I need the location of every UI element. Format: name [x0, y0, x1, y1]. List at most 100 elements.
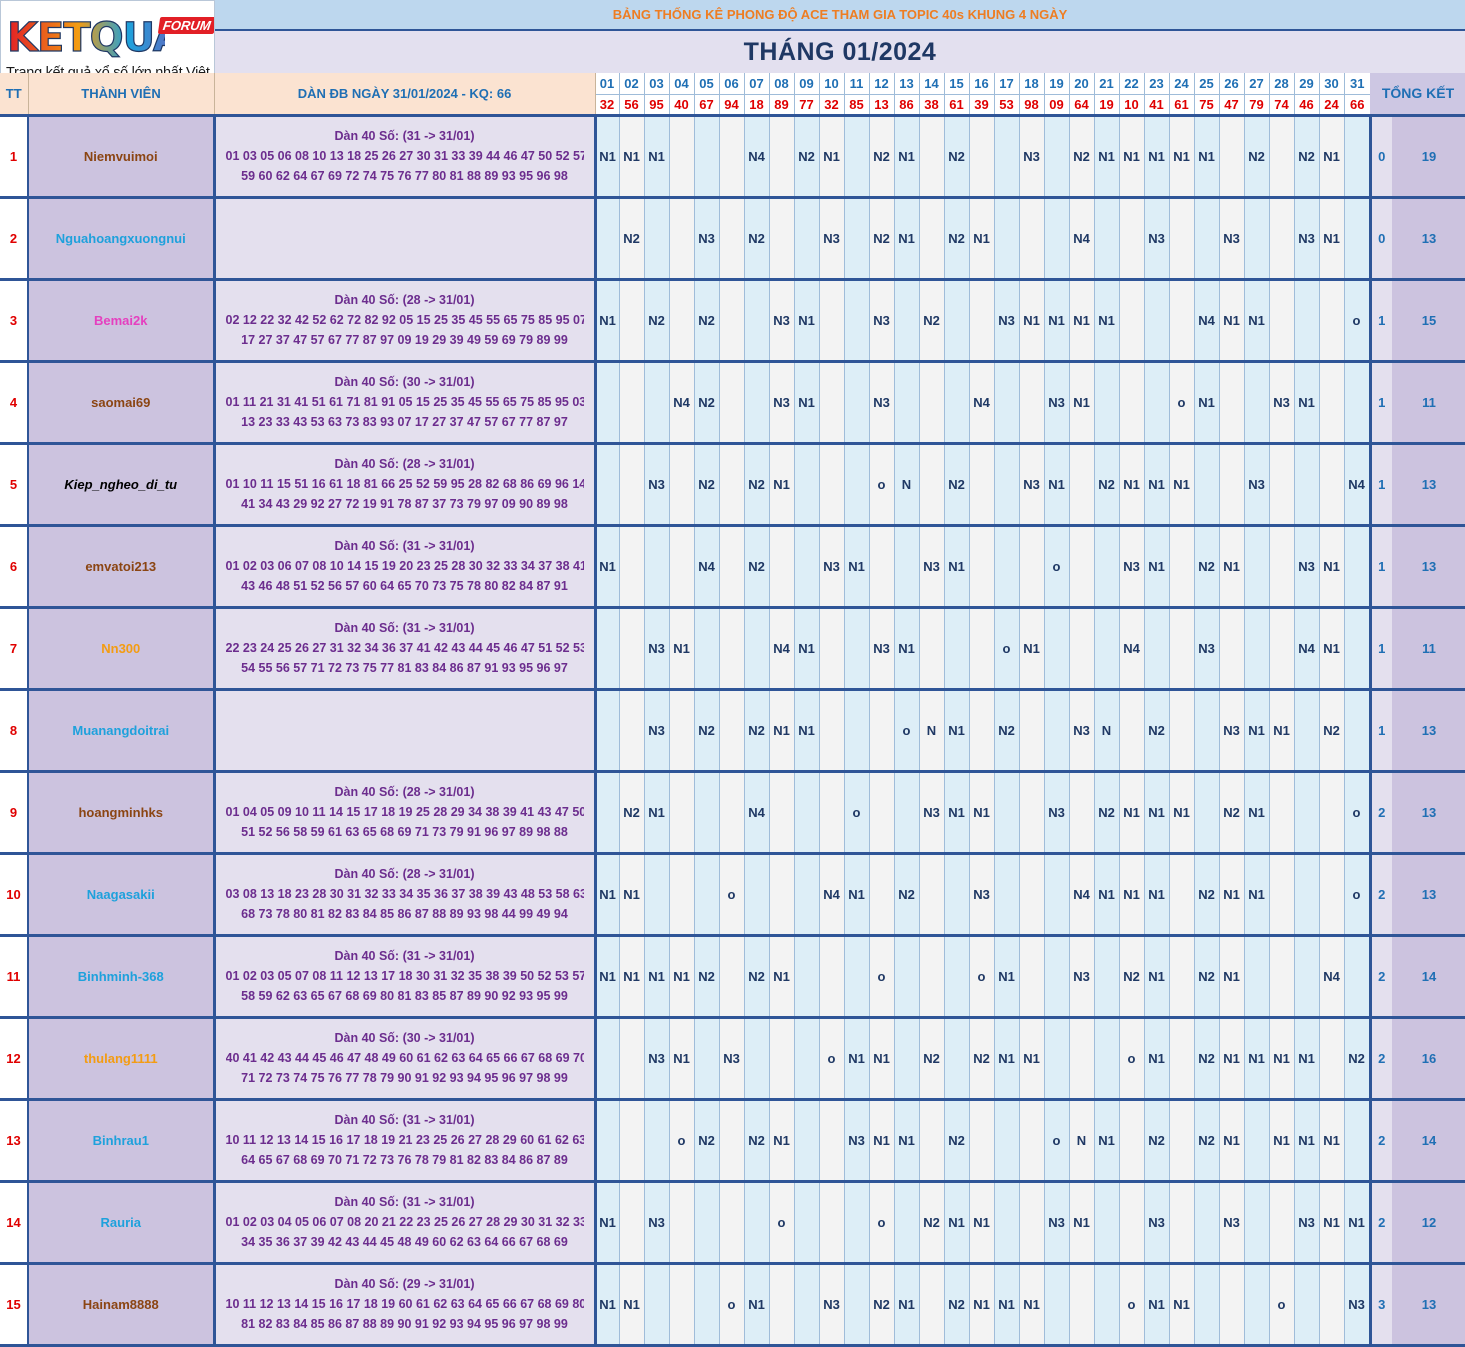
day-result: 32 [818, 94, 844, 115]
row-count: 1 [1368, 361, 1392, 445]
member-name[interactable]: Nn300 [27, 607, 216, 691]
day-cell: N2 [868, 1263, 894, 1347]
day-result: 67 [693, 94, 719, 115]
day-cell: N1 [818, 115, 844, 199]
day-cell [693, 853, 719, 937]
day-cell: N [1068, 1099, 1094, 1183]
day-cell: N1 [1093, 853, 1119, 937]
day-cell [693, 115, 719, 199]
day-cell [693, 607, 719, 691]
day-cell [594, 1017, 619, 1101]
dan-numbers-line2: 68 73 78 80 81 82 83 84 85 86 87 88 89 9… [241, 907, 568, 921]
day-header: 22 [1118, 73, 1144, 95]
dan-numbers-line1: 01 02 03 06 07 08 10 14 15 19 20 23 25 2… [225, 559, 584, 573]
day-cell [1068, 1017, 1094, 1101]
day-cell: N3 [1293, 1181, 1319, 1265]
member-name[interactable]: Naagasakii [27, 853, 216, 937]
day-cell: N2 [1243, 115, 1269, 199]
row-number: 3 [0, 279, 29, 363]
member-row: 12 thulang1111 Dàn 40 Số: (30 -> 31/01) 40 … [0, 1017, 1465, 1101]
row-count: 3 [1368, 1263, 1392, 1347]
row-count: 2 [1368, 1099, 1392, 1183]
day-cell [668, 279, 694, 363]
day-cell [1293, 935, 1319, 1019]
day-cell [1118, 1099, 1144, 1183]
day-cell: N2 [1293, 115, 1319, 199]
member-name[interactable]: saomai69 [27, 361, 216, 445]
member-name[interactable]: Binhminh-368 [27, 935, 216, 1019]
day-header: 08 [768, 73, 794, 95]
day-cell [1268, 853, 1294, 937]
day-cell [768, 525, 794, 609]
day-cell: N2 [693, 361, 719, 445]
member-name[interactable]: hoangminhks [27, 771, 216, 855]
member-name[interactable]: Nguahoangxuongnui [27, 197, 216, 281]
day-cell: N1 [643, 115, 669, 199]
day-cell: N2 [893, 853, 919, 937]
day-cell [1268, 279, 1294, 363]
day-cell: N3 [643, 1017, 669, 1101]
day-cell [893, 771, 919, 855]
member-name[interactable]: Hainam8888 [27, 1263, 216, 1347]
member-name[interactable]: Kiep_ngheo_di_tu [27, 443, 216, 527]
day-cell: N1 [1343, 1181, 1370, 1265]
day-cell [968, 279, 994, 363]
day-cell: N1 [1143, 443, 1169, 527]
day-cell: N3 [1218, 689, 1244, 773]
day-cell: N1 [1143, 935, 1169, 1019]
day-cell [1193, 197, 1219, 281]
day-header: 13 [893, 73, 919, 95]
day-cell [993, 1099, 1019, 1183]
day-cell [793, 197, 819, 281]
day-cell [918, 607, 944, 691]
day-cell [868, 853, 894, 937]
day-cell [1043, 689, 1069, 773]
sheet-subtitle: BẢNG THỐNG KÊ PHONG ĐỘ ACE THAM GIA TOPI… [215, 0, 1465, 31]
day-cell: N1 [1218, 935, 1244, 1019]
row-total: 14 [1392, 1099, 1465, 1183]
day-result: 10 [1118, 94, 1144, 115]
row-number: 13 [0, 1099, 29, 1183]
row-count: 2 [1368, 935, 1392, 1019]
member-name[interactable]: Niemvuimoi [27, 115, 216, 199]
day-cell [718, 525, 744, 609]
day-cell [1168, 853, 1194, 937]
day-cell: o [1118, 1263, 1144, 1347]
row-count: 2 [1368, 1017, 1392, 1101]
day-cell [768, 197, 794, 281]
day-result: 95 [643, 94, 669, 115]
day-cell [1243, 1181, 1269, 1265]
member-name[interactable]: thulang1111 [27, 1017, 216, 1101]
day-cell: N1 [1218, 525, 1244, 609]
day-cell: N1 [1243, 771, 1269, 855]
dan-numbers-line2: 54 55 56 57 71 72 73 75 77 81 83 84 86 8… [241, 661, 568, 675]
day-cell [1093, 361, 1119, 445]
day-cell: N1 [968, 197, 994, 281]
day-cell: N3 [768, 361, 794, 445]
day-cell: N4 [1343, 443, 1370, 527]
day-cell: N1 [1168, 1263, 1194, 1347]
member-name[interactable]: Muanangdoitrai [27, 689, 216, 773]
member-row: 6 emvatoi213 Dàn 40 Số: (31 -> 31/01) 01 02… [0, 525, 1465, 609]
day-cell: N1 [1218, 1017, 1244, 1101]
sheet-title: THÁNG 01/2024 [215, 31, 1465, 73]
day-result: 64 [1068, 94, 1094, 115]
site-logo[interactable]: KETQUA2 FORUM Trang kết quả xổ số lớn nh… [0, 0, 215, 84]
day-cell: N1 [1243, 279, 1269, 363]
member-name[interactable]: Rauria [27, 1181, 216, 1265]
day-cell [594, 1099, 619, 1183]
day-cell: N3 [1268, 361, 1294, 445]
member-name[interactable]: Binhrau1 [27, 1099, 216, 1183]
day-cell: N1 [1193, 115, 1219, 199]
day-cell: N3 [643, 443, 669, 527]
member-name[interactable]: emvatoi213 [27, 525, 216, 609]
day-cell [868, 525, 894, 609]
day-result: 61 [943, 94, 969, 115]
member-name[interactable]: Bemai2k [27, 279, 216, 363]
day-cell [1118, 279, 1144, 363]
day-cell [868, 771, 894, 855]
day-cell [818, 935, 844, 1019]
day-cell [668, 1181, 694, 1265]
day-cell [643, 525, 669, 609]
day-cell: N2 [743, 525, 769, 609]
